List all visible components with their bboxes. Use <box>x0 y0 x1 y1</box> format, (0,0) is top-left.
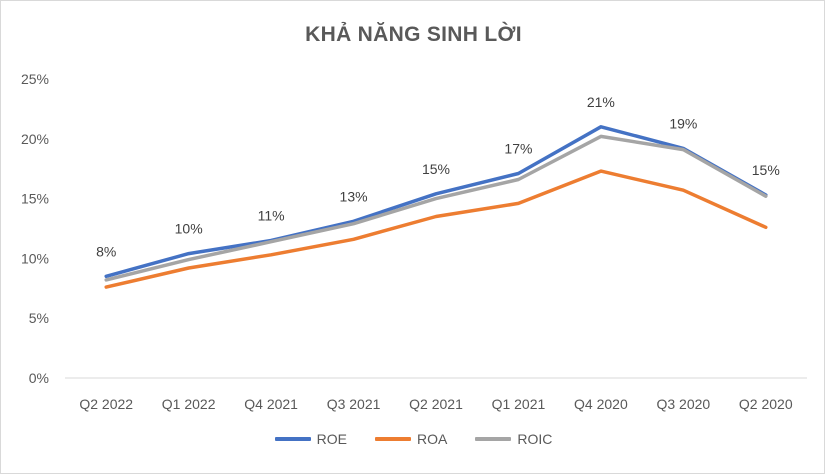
series-line-roa <box>104 169 768 289</box>
legend-swatch <box>475 437 512 441</box>
series-line-roic <box>104 134 768 282</box>
x-tick-label: Q2 2021 <box>409 396 463 412</box>
data-label: 10% <box>175 221 203 237</box>
legend-label: ROIC <box>517 431 553 447</box>
data-label: 13% <box>340 188 368 204</box>
data-label: 15% <box>752 162 780 178</box>
legend-label: ROE <box>316 431 347 447</box>
data-label: 15% <box>422 161 450 177</box>
data-label: 8% <box>96 243 116 259</box>
legend-label: ROA <box>417 431 448 447</box>
legend-swatch <box>375 437 411 441</box>
y-tick-label: 5% <box>29 310 49 326</box>
y-tick-label: 20% <box>21 131 49 147</box>
x-tick-label: Q4 2021 <box>244 396 298 412</box>
legend-item-roa: ROA <box>375 431 447 447</box>
data-label: 21% <box>587 94 615 110</box>
chart-title: KHẢ NĂNG SINH LỜI <box>305 23 522 46</box>
x-tick-label: Q3 2021 <box>327 396 381 412</box>
chart-legend: ROE ROA ROIC <box>1 431 825 447</box>
y-tick-label: 0% <box>29 370 49 386</box>
y-tick-label: 10% <box>21 250 49 266</box>
x-tick-label: Q2 2022 <box>79 396 133 412</box>
legend-item-roic: ROIC <box>475 431 552 447</box>
x-tick-label: Q4 2020 <box>574 396 628 412</box>
x-tick-label: Q3 2020 <box>656 396 710 412</box>
data-label: 17% <box>504 140 532 156</box>
series-line-roe <box>104 125 768 279</box>
y-tick-label: 25% <box>21 71 49 87</box>
y-tick-label: 15% <box>21 191 49 207</box>
x-tick-label: Q1 2021 <box>492 396 546 412</box>
data-label: 11% <box>258 207 285 223</box>
data-label: 19% <box>669 115 697 131</box>
x-tick-label: Q2 2020 <box>739 396 793 412</box>
legend-swatch <box>274 437 311 441</box>
legend-item-roe: ROE <box>274 431 347 447</box>
x-tick-label: Q1 2022 <box>162 396 216 412</box>
